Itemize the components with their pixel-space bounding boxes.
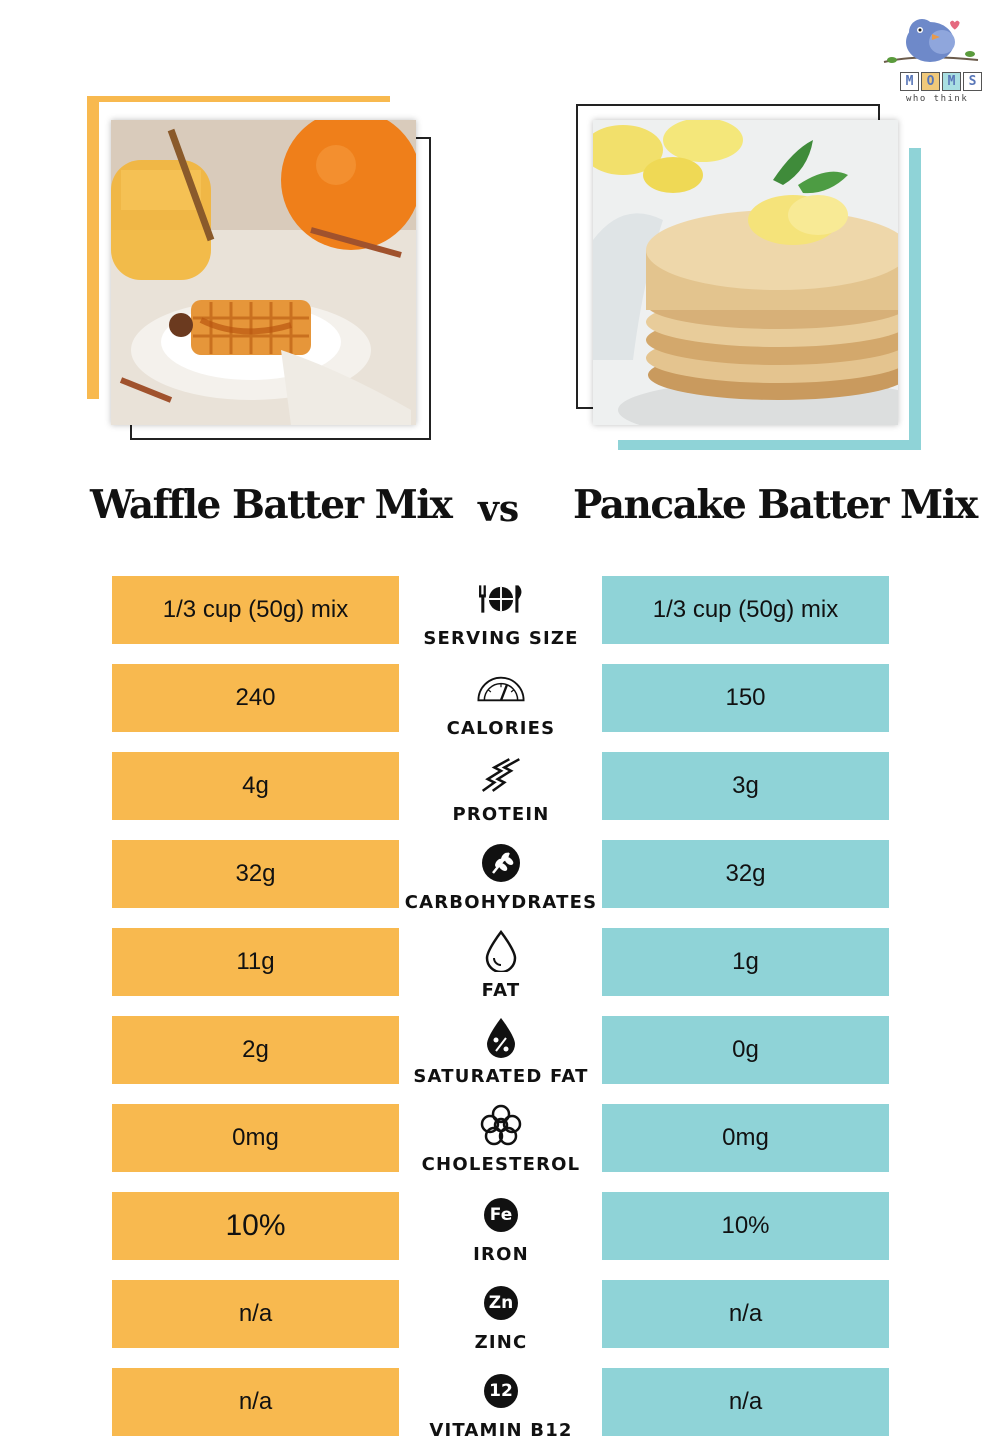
- waffle-serving-size-value: 1/3 cup (50g) mix: [112, 576, 399, 644]
- zinc-badge: Zn: [484, 1286, 518, 1320]
- nutrient-fat: FAT: [400, 930, 602, 1010]
- pancake-fat-value: 1g: [602, 928, 889, 996]
- pancake-calories-value: 150: [602, 664, 889, 732]
- waffle-fat-value: 11g: [112, 928, 399, 996]
- nutrient-zinc: Zn ZINC: [400, 1282, 602, 1362]
- frame-accent: [618, 440, 921, 450]
- logo-letter: S: [963, 72, 982, 91]
- pancake-serving-size-value: 1/3 cup (50g) mix: [602, 576, 889, 644]
- waffle-iron-value: 10%: [112, 1192, 399, 1260]
- nutrient-protein: PROTEIN: [400, 754, 602, 834]
- waffle-title: Waffle Batter Mix: [90, 482, 453, 528]
- b12-badge-icon: 12: [476, 1370, 526, 1412]
- vs-label: vs: [478, 488, 520, 530]
- waffle-carbohydrates-value: 32g: [112, 840, 399, 908]
- pancake-cholesterol-value: 0mg: [602, 1104, 889, 1172]
- logo-letter: M: [942, 72, 961, 91]
- waffle-calories-value: 240: [112, 664, 399, 732]
- nutrient-label: IRON: [473, 1244, 529, 1265]
- cholesterol-icon: [476, 1104, 526, 1146]
- frame-accent: [909, 148, 921, 450]
- vitamin-b12-badge: 12: [484, 1374, 518, 1408]
- pancake-carbohydrates-value: 32g: [602, 840, 889, 908]
- pancake-vitamin-b12-value: n/a: [602, 1368, 889, 1436]
- waffle-zinc-value: n/a: [112, 1280, 399, 1348]
- nutrient-cholesterol: CHOLESTEROL: [400, 1104, 602, 1184]
- waffle-vitamin-b12-value: n/a: [112, 1368, 399, 1436]
- logo-letter: O: [921, 72, 940, 91]
- nutrient-calories: CALORIES: [400, 668, 602, 748]
- moms-who-think-logo: M O M S who think: [878, 14, 988, 114]
- frame-accent: [87, 96, 99, 399]
- cutlery-plate-icon: [476, 578, 526, 620]
- nutrient-carbohydrates: CARBOHYDRATES: [400, 842, 602, 922]
- logo-letter: M: [900, 72, 919, 91]
- nutrient-label: VITAMIN B12: [429, 1420, 573, 1441]
- nutrient-label: CALORIES: [446, 718, 556, 739]
- nutrient-iron: Fe IRON: [400, 1194, 602, 1274]
- pancake-saturated-fat-value: 0g: [602, 1016, 889, 1084]
- bird-icon: [883, 19, 979, 63]
- waffle-saturated-fat-value: 2g: [112, 1016, 399, 1084]
- nutrient-label: SERVING SIZE: [423, 628, 579, 649]
- waffle-cholesterol-value: 0mg: [112, 1104, 399, 1172]
- pancake-iron-value: 10%: [602, 1192, 889, 1260]
- nutrient-label: SATURATED FAT: [413, 1066, 589, 1087]
- nutrient-label: ZINC: [474, 1332, 528, 1353]
- percent-drop-icon: [476, 1016, 526, 1058]
- logo-tagline: who think: [906, 94, 969, 104]
- nutrient-label: PROTEIN: [452, 804, 550, 825]
- grain-icon: [476, 842, 526, 884]
- iron-badge: Fe: [484, 1198, 518, 1232]
- pancake-photo: [593, 120, 898, 425]
- nutrient-label: CHOLESTEROL: [421, 1154, 581, 1175]
- pancake-title: Pancake Batter Mix: [573, 482, 978, 528]
- nutrient-vitamin-b12: 12 VITAMIN B12: [400, 1370, 602, 1450]
- drop-icon: [476, 930, 526, 972]
- protein-helix-icon: [476, 754, 526, 796]
- pancake-zinc-value: n/a: [602, 1280, 889, 1348]
- fe-badge-icon: Fe: [476, 1194, 526, 1236]
- gauge-icon: [476, 668, 526, 710]
- zn-badge-icon: Zn: [476, 1282, 526, 1324]
- frame-accent: [87, 96, 390, 102]
- waffle-photo: [111, 120, 416, 425]
- nutrient-serving-size: SERVING SIZE: [400, 578, 602, 658]
- nutrient-label: FAT: [481, 980, 521, 1001]
- nutrient-saturated-fat: SATURATED FAT: [400, 1016, 602, 1096]
- pancake-protein-value: 3g: [602, 752, 889, 820]
- nutrient-label: CARBOHYDRATES: [404, 892, 598, 913]
- waffle-protein-value: 4g: [112, 752, 399, 820]
